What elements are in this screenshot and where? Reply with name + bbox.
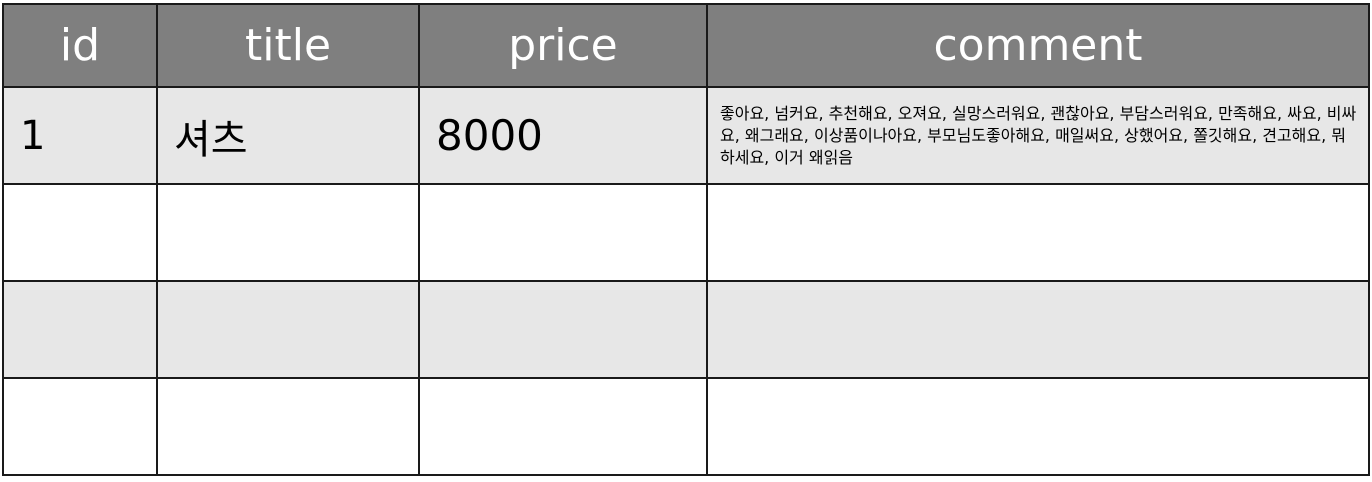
cell-title <box>156 377 420 476</box>
table-header: id title price comment <box>2 3 1370 88</box>
cell-comment: 좋아요, 넘커요, 추천해요, 오져요, 실망스러워요, 괜찮아요, 부담스러워… <box>706 86 1370 185</box>
column-header-id: id <box>2 3 158 88</box>
header-row: id title price comment <box>2 3 1370 88</box>
cell-id <box>2 377 158 476</box>
data-table: id title price comment 1 셔츠 8000 좋아요, 넘커… <box>2 3 1370 476</box>
cell-comment <box>706 280 1370 379</box>
cell-id <box>2 280 158 379</box>
table-row <box>2 280 1370 379</box>
cell-price <box>418 377 708 476</box>
cell-price <box>418 183 708 282</box>
cell-title: 셔츠 <box>156 86 420 185</box>
table-row: 1 셔츠 8000 좋아요, 넘커요, 추천해요, 오져요, 실망스러워요, 괜… <box>2 86 1370 185</box>
cell-title <box>156 280 420 379</box>
cell-title <box>156 183 420 282</box>
cell-price <box>418 280 708 379</box>
table-body: 1 셔츠 8000 좋아요, 넘커요, 추천해요, 오져요, 실망스러워요, 괜… <box>2 86 1370 476</box>
column-header-price: price <box>418 3 708 88</box>
cell-id: 1 <box>2 86 158 185</box>
cell-comment <box>706 377 1370 476</box>
table-row <box>2 377 1370 476</box>
column-header-comment: comment <box>706 3 1370 88</box>
cell-price: 8000 <box>418 86 708 185</box>
column-header-title: title <box>156 3 420 88</box>
cell-comment <box>706 183 1370 282</box>
table-container: id title price comment 1 셔츠 8000 좋아요, 넘커… <box>2 3 1370 476</box>
cell-id <box>2 183 158 282</box>
table-row <box>2 183 1370 282</box>
